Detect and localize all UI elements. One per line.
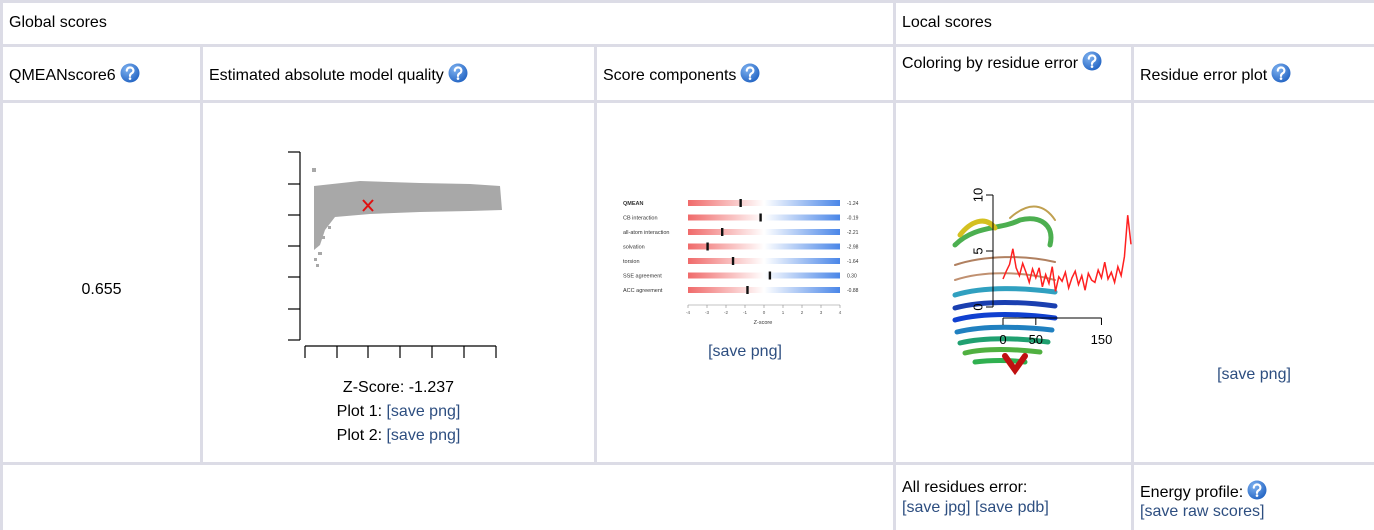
plot-label: Plot 1:	[337, 403, 382, 420]
save-link[interactable]: [save png]	[1217, 366, 1291, 383]
tick-label: 0	[763, 310, 766, 315]
section-header: Global scores	[9, 13, 107, 33]
help-icon[interactable]	[1247, 480, 1267, 500]
column-title: Estimated absolute model quality	[209, 67, 444, 84]
section-header: Local scores	[902, 13, 992, 33]
x-tick-label: 150	[1091, 332, 1113, 347]
column-title: QMEANscore6	[9, 67, 116, 84]
save-link[interactable]: [save png]	[708, 343, 782, 360]
y-tick-label: 0	[970, 303, 985, 310]
x-tick-label: 0	[999, 332, 1006, 347]
component-bar	[688, 215, 840, 221]
qmean-score: 0.655	[3, 280, 200, 300]
axis-label: Z-score	[754, 320, 773, 326]
component-bar	[688, 244, 840, 250]
component-mark	[706, 243, 708, 251]
tick-label: -4	[686, 310, 690, 315]
component-value: -1.64	[847, 259, 859, 265]
save-link[interactable]: [save pdb]	[975, 499, 1049, 516]
component-value: -0.88	[847, 288, 859, 294]
residue-error-line	[1003, 215, 1131, 291]
help-icon[interactable]	[1082, 51, 1102, 71]
footer-links: [save jpg] [save pdb]	[902, 498, 1049, 518]
component-bar	[688, 200, 840, 206]
component-name: CB interaction	[623, 216, 658, 222]
x-tick-label: 50	[1029, 332, 1043, 347]
column-header: Coloring by residue error	[902, 51, 1117, 74]
tick-label: 2	[801, 310, 804, 315]
component-bar	[688, 287, 840, 293]
save-link[interactable]: [save png]	[386, 427, 460, 444]
y-tick-label: 10	[970, 188, 985, 202]
column-header: QMEANscore6	[9, 63, 140, 86]
footer-title: Energy profile:	[1140, 484, 1243, 501]
save-link[interactable]: [save png]	[386, 403, 460, 420]
component-mark	[732, 257, 734, 265]
column-title: Residue error plot	[1140, 67, 1267, 84]
body: QMEAN -1.24 CB interaction -0.19 all-atom in…	[0, 0, 1374, 530]
help-icon[interactable]	[448, 63, 468, 83]
help-icon[interactable]	[1271, 63, 1291, 83]
footer-label: All residues error:	[902, 478, 1027, 498]
component-name: ACC agreement	[623, 288, 663, 294]
component-bar	[688, 258, 840, 264]
tick-label: 4	[839, 310, 842, 315]
component-mark	[721, 228, 723, 236]
plot-label: Plot 2:	[337, 427, 382, 444]
component-mark	[739, 199, 741, 207]
component-mark	[769, 272, 771, 280]
component-mark	[746, 286, 748, 294]
column-header: Residue error plot	[1140, 63, 1291, 86]
save-wrap: [save png]	[597, 342, 893, 362]
tick-label: 1	[782, 310, 785, 315]
component-bar	[688, 273, 840, 279]
save-wrap: [save png]	[1134, 365, 1374, 385]
plot-save: Plot 2: [save png]	[203, 426, 594, 446]
component-name: solvation	[623, 245, 645, 251]
tick-label: -3	[705, 310, 709, 315]
save-link[interactable]: [save jpg]	[902, 499, 970, 516]
help-icon[interactable]	[740, 63, 760, 83]
component-name: torsion	[623, 259, 640, 265]
component-bar	[688, 229, 840, 235]
quality-scatter	[312, 168, 502, 267]
column-title: Score components	[603, 67, 736, 84]
footer-links: [save raw scores]	[1140, 502, 1264, 522]
component-mark	[759, 214, 761, 222]
component-value: -0.19	[847, 216, 859, 222]
component-name: SSE agreement	[623, 274, 662, 280]
component-value: 0.30	[847, 274, 857, 280]
tick-label: 3	[820, 310, 823, 315]
plot-save: Plot 1: [save png]	[203, 402, 594, 422]
page: Model quality scores {"header": {"global…	[0, 0, 1374, 530]
save-link[interactable]: [save raw scores]	[1140, 503, 1264, 520]
component-value: -2.98	[847, 245, 859, 251]
component-value: -2.21	[847, 230, 859, 236]
score-table: QMEAN -1.24 CB interaction -0.19 all-atom in…	[0, 0, 1374, 530]
column-header: Estimated absolute model quality	[209, 63, 468, 86]
footer-label: Energy profile:	[1140, 480, 1267, 503]
tick-label: -2	[724, 310, 728, 315]
tick-label: -1	[743, 310, 747, 315]
help-icon[interactable]	[120, 63, 140, 83]
component-value: -1.24	[847, 201, 859, 207]
component-name: QMEAN	[623, 201, 644, 207]
column-header: Score components	[603, 63, 760, 86]
z-score: Z-Score: -1.237	[203, 378, 594, 398]
component-name: all-atom interaction	[623, 230, 669, 236]
column-title: Coloring by residue error	[902, 55, 1078, 72]
y-tick-label: 5	[970, 247, 985, 254]
